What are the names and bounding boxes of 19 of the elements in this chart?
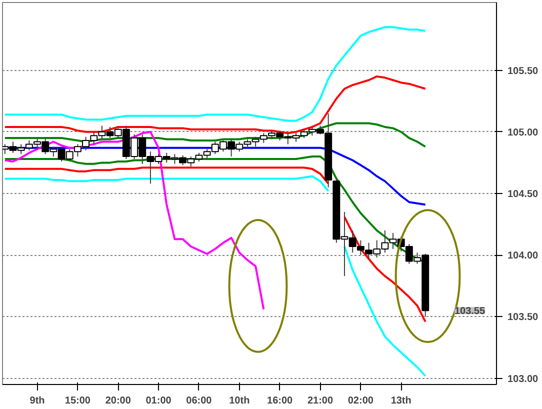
x-tick-label: 02:00: [348, 396, 374, 406]
line-series: [4, 130, 265, 310]
x-tick-label: 9th: [30, 396, 45, 406]
y-tick-label: 105.00: [508, 127, 539, 138]
text: 103.55: [454, 306, 486, 318]
line-series: [4, 26, 426, 122]
y-tick-label: 104.00: [508, 250, 539, 262]
x-tick-label: 01:00: [146, 396, 172, 406]
y-tick-label: 104.50: [508, 189, 539, 200]
y-tick-label: 105.50: [508, 66, 539, 77]
x-tick-label: 16:00: [267, 396, 294, 406]
y-tick-label: 103.00: [508, 374, 539, 385]
x-tick-label: 15:00: [64, 396, 91, 406]
y-tick-label: 103.50: [508, 312, 539, 324]
x-tick-label: 06:00: [186, 396, 212, 406]
x-tick-label: 13th: [390, 396, 412, 406]
x-tick-label: 10th: [229, 396, 250, 406]
x-tick-label: 20:00: [105, 396, 132, 406]
x-tick-label: 21:00: [307, 396, 334, 406]
